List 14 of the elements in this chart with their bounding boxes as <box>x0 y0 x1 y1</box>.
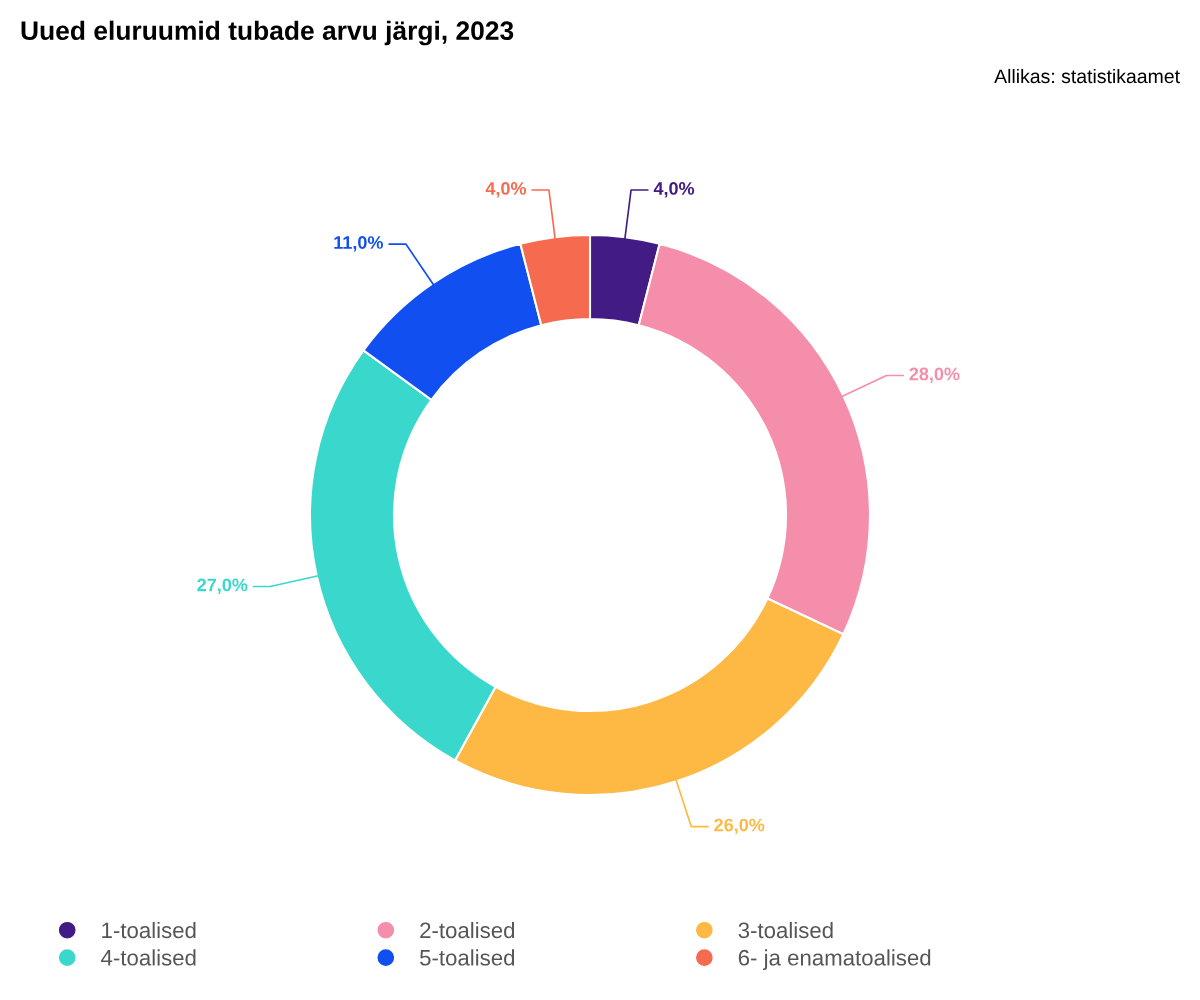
data-label: 4,0% <box>653 182 695 198</box>
chart-title: Uued eluruumid tubade arvu järgi, 2023 <box>21 20 514 46</box>
data-label: 28,0% <box>909 367 960 383</box>
data-label: 26,0% <box>714 818 765 835</box>
legend-label: 6- ja enamatoalised <box>738 949 931 970</box>
text: Allikas: statistikaamet <box>994 68 1180 84</box>
data-label: 4,0% <box>485 182 527 198</box>
data-label: 27,0% <box>197 578 248 594</box>
legend-label: 5-toalised <box>420 949 515 966</box>
legend-label: 2-toalised <box>420 921 515 939</box>
legend-label: 3-toalised <box>738 921 833 939</box>
legend-label: 4-toalised <box>101 949 196 966</box>
data-label: 11,0% <box>334 236 383 252</box>
legend-label: 1-toalised <box>102 921 196 939</box>
